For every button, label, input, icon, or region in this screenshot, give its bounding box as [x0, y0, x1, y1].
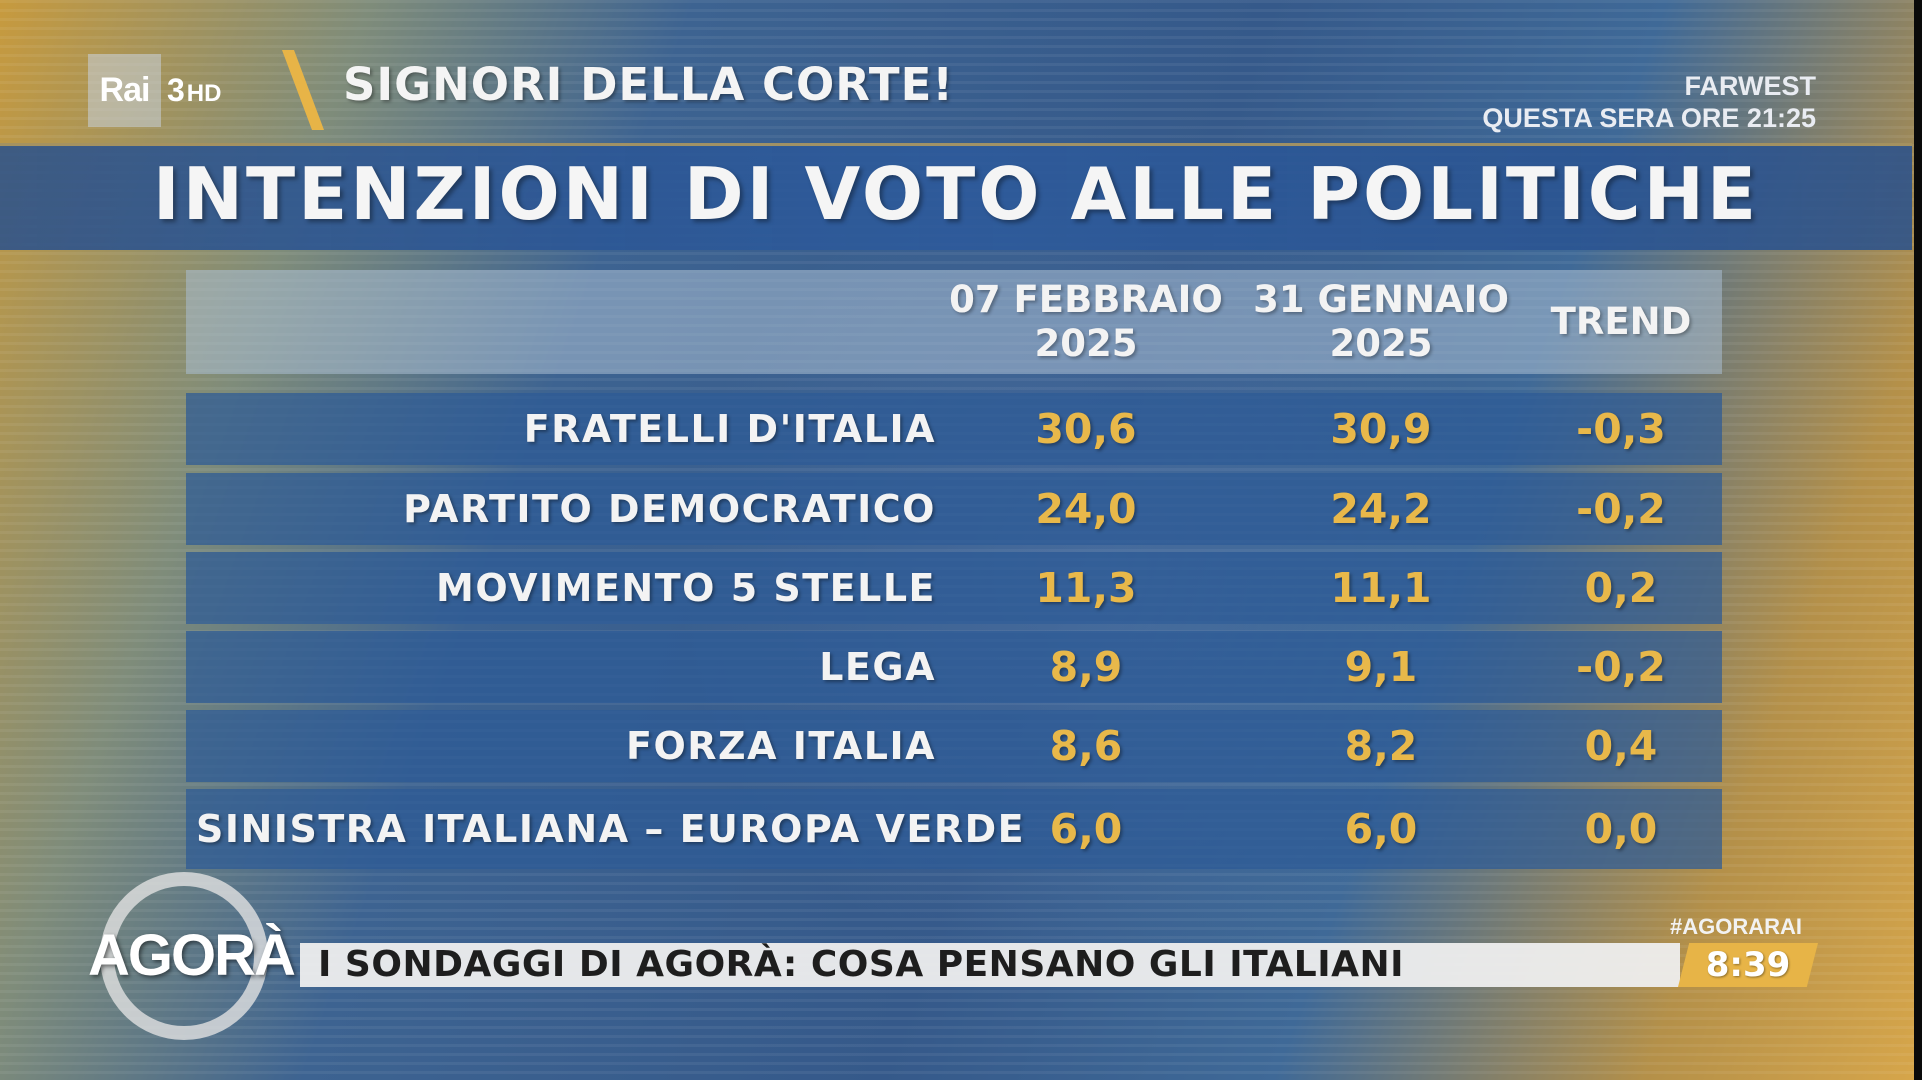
slash-icon	[282, 50, 324, 130]
table-row: FORZA ITALIA 8,6 8,2 0,4	[186, 710, 1722, 782]
promo-line2: QUESTA SERA ORE 21:25	[1482, 103, 1816, 133]
clock-time: 8:39	[1705, 945, 1791, 985]
value-jan31: 11,1	[1330, 564, 1432, 612]
table-row: FRATELLI D'ITALIA 30,6 30,9 -0,3	[186, 393, 1722, 465]
value-jan31: 8,2	[1344, 722, 1418, 770]
value-jan31: 9,1	[1344, 643, 1418, 691]
title-band	[0, 143, 1912, 250]
agora-logo-text: AGORÀ	[88, 923, 296, 988]
column-header-jan31-line2: 2025	[1329, 322, 1433, 365]
clock-badge	[1678, 943, 1818, 987]
ticker-bar	[300, 943, 1680, 987]
value-jan31: 30,9	[1330, 405, 1432, 453]
value-feb07: 11,3	[1035, 564, 1137, 612]
value-jan31: 24,2	[1330, 485, 1432, 533]
value-jan31: 6,0	[1344, 805, 1418, 853]
value-feb07: 6,0	[1049, 805, 1123, 853]
promo-box: FARWEST QUESTA SERA ORE 21:25	[1482, 70, 1816, 134]
value-trend: -0,2	[1576, 485, 1666, 533]
party-name: LEGA	[819, 645, 936, 689]
value-trend: -0,3	[1576, 405, 1666, 453]
promo-line1: FARWEST	[1684, 71, 1816, 101]
ticker-text: I SONDAGGI DI AGORÀ: COSA PENSANO GLI IT…	[318, 944, 1405, 985]
rai3-logo: Rai 3HD	[88, 54, 221, 127]
channel-number: 3HD	[167, 72, 221, 109]
column-header-jan31-line1: 31 GENNAIO	[1253, 278, 1509, 321]
column-header-feb07-line2: 2025	[1034, 322, 1138, 365]
value-feb07: 8,6	[1049, 722, 1123, 770]
hd-label: HD	[186, 80, 222, 107]
value-feb07: 30,6	[1035, 405, 1137, 453]
table-row: SINISTRA ITALIANA – EUROPA VERDE 6,0 6,0…	[186, 789, 1722, 869]
party-name: FRATELLI D'ITALIA	[523, 407, 936, 451]
value-trend: 0,0	[1584, 805, 1658, 853]
party-name: FORZA ITALIA	[626, 724, 936, 768]
program-title: SIGNORI DELLA CORTE!	[343, 58, 954, 111]
party-name: SINISTRA ITALIANA – EUROPA VERDE	[196, 807, 1026, 851]
right-edge-bar	[1914, 0, 1922, 1080]
party-name: PARTITO DEMOCRATICO	[403, 487, 936, 531]
value-trend: -0,2	[1576, 643, 1666, 691]
value-feb07: 24,0	[1035, 485, 1137, 533]
agora-logo: AGORÀ	[88, 872, 308, 1052]
table-header: 07 FEBBRAIO 2025 31 GENNAIO 2025 TREND	[186, 270, 1722, 374]
column-header-feb07-line1: 07 FEBBRAIO	[949, 278, 1223, 321]
hashtag: #AGORARAI	[1670, 914, 1803, 939]
table-row: LEGA 8,9 9,1 -0,2	[186, 631, 1722, 703]
column-header-trend: TREND	[1550, 300, 1692, 343]
value-feb07: 8,9	[1049, 643, 1123, 691]
value-trend: 0,4	[1584, 722, 1658, 770]
table-row: MOVIMENTO 5 STELLE 11,3 11,1 0,2	[186, 552, 1722, 624]
chart-title: INTENZIONI DI VOTO ALLE POLITICHE	[152, 152, 1760, 236]
party-name: MOVIMENTO 5 STELLE	[436, 566, 936, 610]
value-trend: 0,2	[1584, 564, 1658, 612]
table-row: PARTITO DEMOCRATICO 24,0 24,2 -0,2	[186, 473, 1722, 545]
column-header-feb07: 07 FEBBRAIO 2025	[941, 278, 1231, 366]
column-header-jan31: 31 GENNAIO 2025	[1236, 278, 1526, 366]
rai-logo-box: Rai	[88, 54, 161, 127]
channel-number-digit: 3	[167, 72, 185, 108]
